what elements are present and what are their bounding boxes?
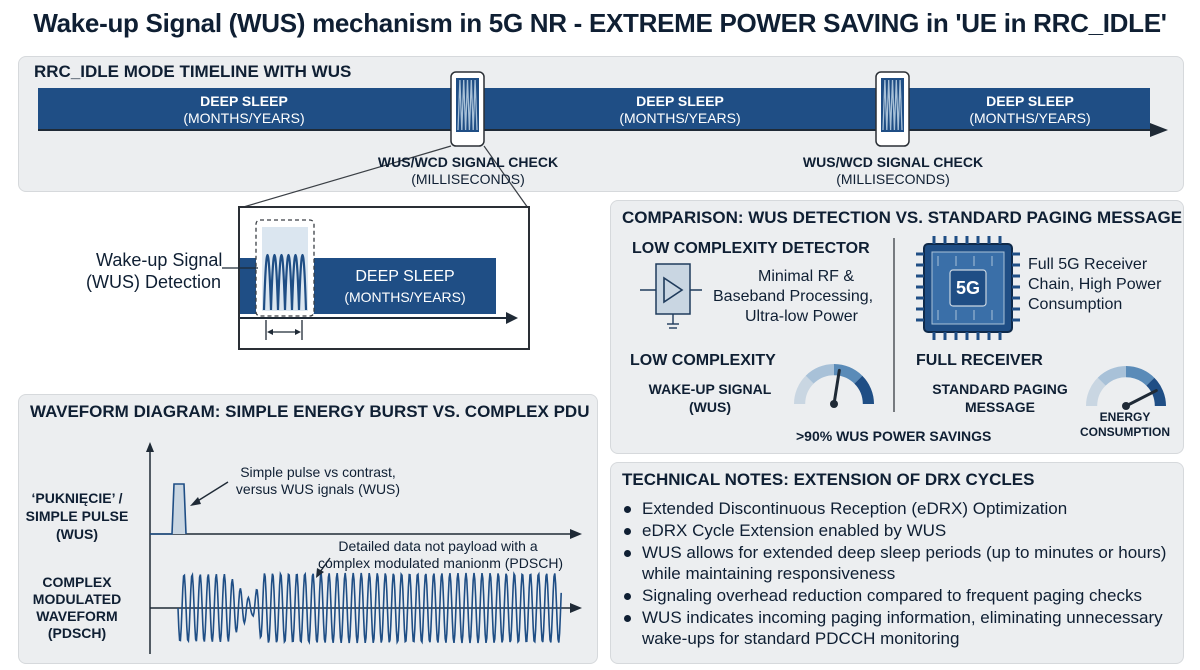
note-item: WUS allows for extended deep sleep perio…	[620, 542, 1172, 584]
simple-label-2: SIMPLE PULSE	[25, 508, 129, 524]
simple-label-1: ‘PUKNIĘCIE’ /	[31, 490, 123, 506]
check-2-label: WUS/WCD SIGNAL CHECK	[802, 154, 984, 170]
simple-pulse	[150, 483, 187, 535]
comparison-panel	[610, 200, 1184, 454]
note-item: WUS indicates incoming paging informatio…	[620, 607, 1172, 649]
detector-icon	[640, 263, 702, 329]
energy-label-1: ENERGY	[1099, 410, 1151, 424]
segment-2-label: DEEP SLEEP	[636, 93, 724, 109]
timeline-bar	[38, 88, 1150, 130]
zoom-pulses	[262, 254, 308, 311]
right-signal-2: MESSAGE	[964, 399, 1035, 415]
zoom-sleep-sublabel: (MONTHS/YEARS)	[344, 289, 466, 305]
right-mode: FULL RECEIVER	[916, 352, 1043, 369]
right-signal-1: STANDARD PAGING	[932, 381, 1068, 397]
complex-label-1: COMPLEX	[42, 574, 112, 590]
segment-1-sublabel: (MONTHS/YEARS)	[183, 110, 305, 126]
segment-1-label: DEEP SLEEP	[200, 93, 288, 109]
zoom-connector-right	[483, 145, 529, 209]
zoom-sleep-label: DEEP SLEEP	[355, 268, 455, 285]
notes-list: Extended Discontinuous Reception (eDRX) …	[620, 498, 1172, 650]
left-desc-1: Minimal RF &	[758, 268, 855, 285]
timeline-arrow	[1150, 123, 1168, 137]
notes-panel	[610, 462, 1184, 664]
gauge-high	[1086, 366, 1166, 410]
detection-label-2: (WUS) Detection	[86, 272, 222, 292]
check-2-sublabel: (MILLISECONDS)	[836, 171, 950, 187]
simple-note-1: Simple pulse vs contrast,	[240, 464, 396, 480]
complex-label-4: (PDSCH)	[47, 625, 107, 641]
right-desc-2: Chain, High Power	[1028, 276, 1162, 293]
left-signal-1: WAKE-UP SIGNAL	[648, 381, 772, 397]
timeline-heading: RRC_IDLE MODE TIMELINE WITH WUS	[34, 62, 352, 81]
complex-note-1: Detailed data not payload with a	[338, 538, 538, 554]
simple-label-3: (WUS)	[56, 526, 98, 542]
segment-3-label: DEEP SLEEP	[986, 93, 1074, 109]
note-item: eDRX Cycle Extension enabled by WUS	[620, 520, 1172, 541]
energy-label-2: CONSUMPTION	[1080, 425, 1170, 439]
chip-label: 5G	[955, 278, 980, 298]
page-title: Wake-up Signal (WUS) mechanism in 5G NR …	[33, 8, 1167, 38]
complex-note-2: complex modulated manionm (PDSCH)	[318, 555, 564, 571]
complex-note-arrow	[319, 557, 331, 573]
check-pulses-1	[457, 79, 478, 131]
notes-heading: TECHNICAL NOTES: EXTENSION OF DRX CYCLES	[622, 470, 1035, 489]
note-item: Signaling overhead reduction compared to…	[620, 585, 1172, 606]
segment-2-sublabel: (MONTHS/YEARS)	[619, 110, 741, 126]
left-title: LOW COMPLEXITY DETECTOR	[632, 240, 870, 257]
right-desc-3: Consumption	[1028, 296, 1123, 313]
left-desc-2: Baseband Processing,	[713, 288, 874, 305]
simple-note-arrow	[195, 481, 229, 503]
complex-waveform	[177, 571, 562, 645]
waveform-heading: WAVEFORM DIAGRAM: SIMPLE ENERGY BURST VS…	[30, 402, 590, 421]
complex-label-3: WAVEFORM	[36, 608, 118, 624]
detection-label-1: Wake-up Signal	[96, 250, 223, 270]
comparison-heading: COMPARISON: WUS DETECTION VS. STANDARD P…	[622, 208, 1183, 227]
simple-note-2: versus WUS ignals (WUS)	[235, 481, 401, 497]
zoom-connector-left	[239, 145, 452, 209]
left-desc-3: Ultra-low Power	[745, 308, 858, 325]
check-1-sublabel: (MILLISECONDS)	[411, 171, 525, 187]
check-1-label: WUS/WCD SIGNAL CHECK	[377, 154, 559, 170]
note-item: Extended Discontinuous Reception (eDRX) …	[620, 498, 1172, 519]
complex-label-2: MODULATED	[32, 591, 122, 607]
savings-label: >90% WUS POWER SAVINGS	[796, 428, 992, 444]
gauge-low	[794, 364, 874, 408]
segment-3-sublabel: (MONTHS/YEARS)	[969, 110, 1091, 126]
chip-icon	[923, 243, 1013, 333]
left-signal-2: (WUS)	[689, 399, 731, 415]
left-mode: LOW COMPLEXITY	[630, 352, 776, 369]
check-pulses-2	[882, 79, 903, 131]
right-desc-1: Full 5G Receiver	[1028, 256, 1148, 273]
